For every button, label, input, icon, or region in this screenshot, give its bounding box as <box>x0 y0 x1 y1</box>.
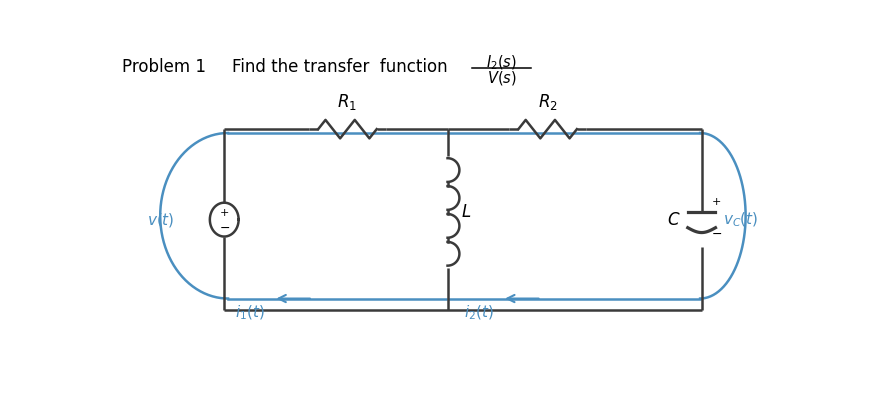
Text: $L$: $L$ <box>462 203 472 221</box>
Text: $-$: $-$ <box>219 221 230 234</box>
Text: $+$: $+$ <box>711 196 721 207</box>
Text: $i_2(t)$: $i_2(t)$ <box>464 303 494 322</box>
Text: $R_2$: $R_2$ <box>538 92 557 112</box>
Text: $v_C(t)$: $v_C(t)$ <box>723 211 758 229</box>
Text: $-$: $-$ <box>711 227 722 240</box>
Text: $+$: $+$ <box>219 207 230 218</box>
Text: $v(t)$: $v(t)$ <box>147 211 174 228</box>
Text: Problem 1: Problem 1 <box>122 58 206 76</box>
Text: Find the transfer  function: Find the transfer function <box>232 58 448 76</box>
Text: $i_1(t)$: $i_1(t)$ <box>235 303 265 322</box>
Text: $V(s)$: $V(s)$ <box>487 69 517 87</box>
Text: $R_1$: $R_1$ <box>337 92 358 112</box>
Text: $I_2(s)$: $I_2(s)$ <box>486 54 517 72</box>
Text: $C$: $C$ <box>667 211 680 229</box>
